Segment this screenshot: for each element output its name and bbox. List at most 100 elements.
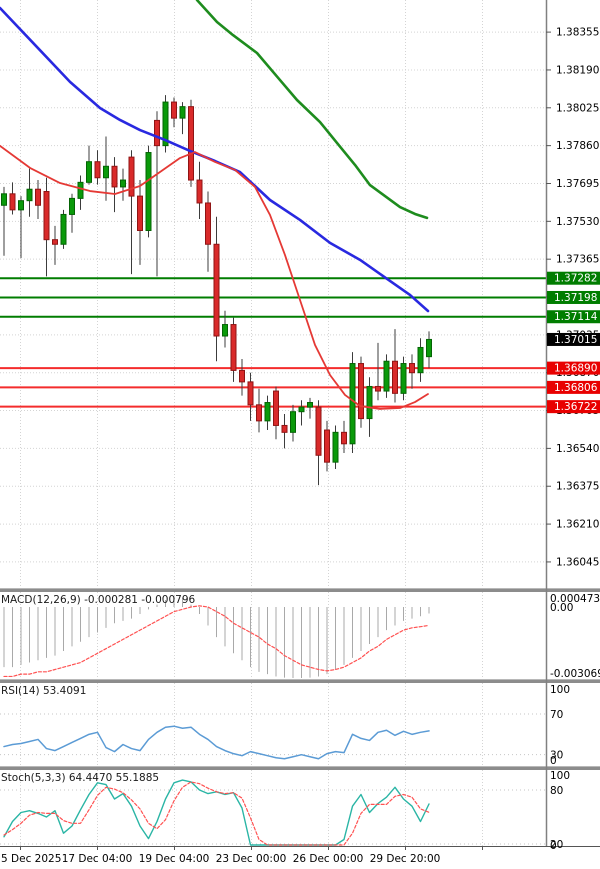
resistance-price-badge-text: 1.37282: [554, 273, 597, 285]
bear-candle: [375, 385, 381, 392]
rsi-scale-70: 70: [550, 709, 563, 721]
bear-candle: [9, 193, 16, 211]
price-axis-labels[interactable]: 1.38355 1.38190 1.38025 1.37860 1.37695 1.375…: [546, 27, 599, 569]
support-price-badge-text: 1.36722: [554, 401, 597, 413]
resistance-price-badge: 1.37198: [547, 290, 600, 304]
bear-candle: [205, 202, 211, 245]
date-label: 17 Dec 04:00: [62, 853, 133, 865]
resistance-price-badge: 1.37114: [547, 310, 600, 324]
bear-candle: [239, 369, 245, 383]
bull-candle: [383, 360, 390, 392]
bull-candle: [60, 213, 67, 245]
time-axis-labels[interactable]: 5 Dec 2025 17 Dec 04:00 19 Dec 04:00 23 Dec…: [1, 853, 440, 865]
candlesticks: [1, 95, 432, 486]
bull-candle: [18, 200, 24, 211]
bull-candle: [26, 188, 33, 202]
rsi-plot: [3, 725, 430, 760]
slow-ma-green-line: [195, 0, 429, 220]
macd-pane-surface[interactable]: [0, 592, 546, 679]
price-tick-label: 1.36210: [556, 519, 599, 531]
price-tick-label: 1.37860: [556, 140, 599, 152]
bear-candle: [230, 324, 237, 371]
price-tick-label: 1.38025: [556, 102, 599, 114]
stoch-scale-0: 0: [550, 840, 557, 852]
stoch-scale-100: 100: [550, 770, 570, 782]
bear-candle: [213, 243, 220, 337]
bear-candle: [128, 156, 135, 197]
bull-candle: [426, 338, 432, 358]
bear-candle: [196, 179, 203, 204]
resistance-price-badge-text: 1.37114: [554, 311, 598, 323]
pane-separator[interactable]: [0, 766, 600, 770]
bear-candle: [171, 101, 177, 119]
rsi-scale-0: 0: [550, 755, 557, 767]
support-resistance-lines[interactable]: [0, 277, 546, 408]
bear-candle: [43, 191, 50, 241]
bull-candle: [162, 101, 169, 147]
bull-candle: [307, 402, 313, 408]
price-tick-label: 1.38355: [556, 27, 599, 39]
bear-candle: [154, 119, 160, 147]
price-tick-label: 1.36540: [556, 443, 599, 455]
support-price-badge: 1.36890: [547, 361, 600, 375]
bull-candle: [145, 152, 152, 232]
bull-candle: [290, 411, 296, 433]
bull-candle: [86, 161, 92, 183]
bull-candle: [264, 402, 271, 422]
stoch-scale-80: 80: [550, 785, 563, 797]
bear-candle: [52, 239, 58, 245]
bull-candle: [332, 431, 339, 463]
bear-candle: [392, 360, 398, 394]
macd-scale-max: 0.000473: [550, 593, 600, 605]
bear-candle: [137, 195, 143, 232]
bear-candle: [247, 381, 254, 406]
pane-separator[interactable]: [0, 588, 600, 592]
bear-candle: [35, 188, 41, 206]
pane-separator[interactable]: [0, 679, 600, 683]
resistance-price-badge-text: 1.37198: [554, 292, 597, 304]
rsi-pane-surface[interactable]: [0, 683, 546, 766]
macd-signal-line: [3, 605, 430, 678]
bull-candle: [69, 197, 75, 215]
price-tick-label: 1.37695: [556, 178, 599, 190]
bull-candle: [222, 324, 228, 337]
bull-candle: [417, 346, 424, 374]
rsi-scale-100: 100: [550, 684, 570, 696]
date-label: 26 Dec 00:00: [293, 853, 364, 865]
bear-candle: [324, 429, 330, 463]
main-pane-surface[interactable]: [0, 0, 546, 588]
bull-candle: [400, 363, 407, 394]
support-price-badge: 1.36806: [547, 380, 600, 394]
macd-scale-zero: 0.00: [550, 602, 573, 614]
bear-candle: [315, 406, 322, 456]
support-price-badge-text: 1.36806: [554, 382, 598, 394]
bull-candle: [366, 385, 373, 420]
macd-scale-min: -0.003069: [550, 668, 600, 680]
bull-candle: [77, 181, 84, 199]
resistance-price-badge: 1.37282: [547, 271, 600, 285]
bull-candle: [298, 406, 305, 413]
price-tick-label: 1.36045: [556, 556, 599, 568]
stoch-scale-20: 20: [550, 839, 563, 851]
bull-candle: [103, 165, 109, 179]
fast-ma-red-line: [0, 144, 429, 410]
bear-candle: [358, 363, 364, 420]
price-tick-label: 1.38190: [556, 64, 599, 76]
stoch-d-line: [3, 781, 430, 846]
date-label: 23 Dec 00:00: [216, 853, 287, 865]
bear-candle: [409, 363, 415, 374]
bull-candle: [179, 106, 186, 119]
bear-candle: [256, 404, 262, 422]
indicator-level-lines: [0, 713, 546, 845]
price-tick-label: 1.37530: [556, 216, 599, 228]
bull-candle: [1, 193, 7, 206]
bull-candle: [349, 363, 356, 445]
bull-candle: [120, 179, 126, 188]
bear-candle: [94, 161, 101, 179]
macd-plot: [3, 596, 430, 678]
price-tick-label: 1.36375: [556, 481, 599, 493]
date-label: 29 Dec 20:00: [370, 853, 441, 865]
